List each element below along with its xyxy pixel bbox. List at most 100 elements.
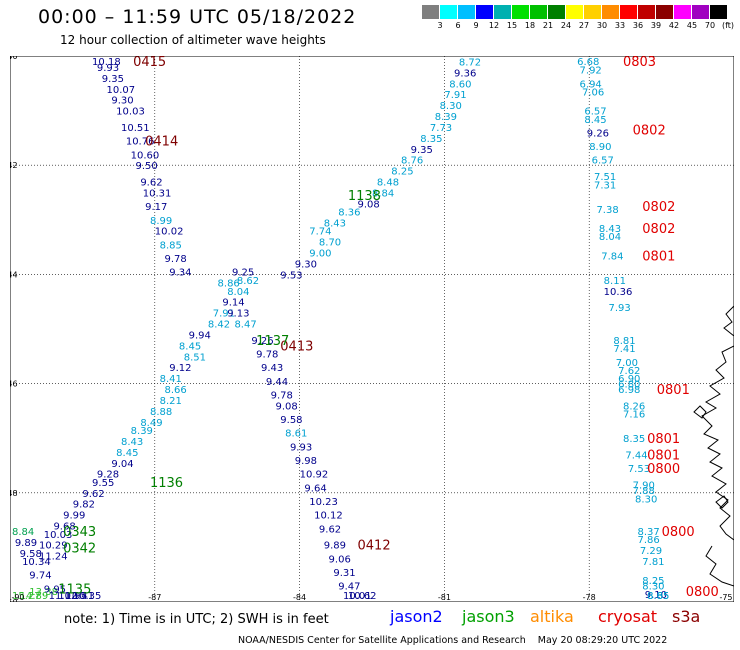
- wave-height-value: 9.26: [587, 128, 609, 139]
- wave-height-value: 8.36: [338, 208, 360, 219]
- latitude-tick-label: -44: [10, 270, 18, 279]
- wave-height-value: 8.25: [391, 167, 413, 178]
- wave-height-value: 7.90: [633, 481, 655, 492]
- colorbar-label: 39: [650, 21, 662, 30]
- wave-height-value: 7.38: [596, 205, 618, 216]
- wave-height-value: 9.62: [140, 178, 162, 189]
- colorbar-label: 21: [542, 21, 554, 30]
- wave-height-value: 10.41: [66, 591, 95, 602]
- wave-height-value: 6.80: [618, 380, 640, 391]
- wave-height-value: 10.92: [300, 470, 329, 481]
- wave-height-value: 13.38: [29, 587, 58, 598]
- wave-height-value: 8.43: [324, 219, 346, 230]
- wave-height-value: 10.62: [348, 591, 377, 602]
- wave-height-value: 8.39: [435, 112, 457, 123]
- wave-height-value: 8.62: [237, 276, 259, 287]
- page-title: 00:00 – 11:59 UTC 05/18/2022: [38, 6, 357, 28]
- colorbar-label: 30: [596, 21, 608, 30]
- wave-height-value: 9.30: [295, 259, 317, 270]
- pass-time-label: 0803: [623, 56, 656, 70]
- longitude-tick-label: -84: [293, 593, 306, 602]
- wave-height-value: 9.35: [102, 74, 124, 85]
- legend-cryosat: cryosat: [598, 607, 658, 626]
- wave-height-value: 8.90: [589, 142, 611, 153]
- wave-height-value: 9.47: [338, 582, 360, 593]
- wave-height-value: 8.30: [635, 494, 657, 505]
- wave-height-value: 8.47: [234, 320, 256, 331]
- colorbar-label: (ft): [721, 21, 735, 30]
- wave-height-value: 9.10: [645, 590, 667, 601]
- pass-time-label: 0415: [133, 56, 166, 70]
- wave-height-value: 7.62: [618, 366, 640, 377]
- pass-time-label: 0800: [647, 462, 680, 477]
- longitude-tick-label: -90: [11, 593, 24, 602]
- colorbar-label: 24: [560, 21, 572, 30]
- colorbar-swatch: [548, 5, 565, 19]
- wave-height-value: 7.06: [582, 87, 604, 98]
- wave-height-value: 9.43: [261, 363, 283, 374]
- legend-s3a: s3a: [672, 607, 701, 626]
- wave-height-value: 9.64: [304, 483, 326, 494]
- colorbar-label: 3: [437, 21, 443, 30]
- wave-height-value: 9.58: [280, 415, 302, 426]
- wave-height-value: 10.36: [604, 287, 633, 298]
- wave-height-value: 9.78: [271, 391, 293, 402]
- footer-credit: NOAA/NESDIS Center for Satellite Applica…: [238, 635, 668, 646]
- pass-time-label: 0801: [642, 249, 675, 264]
- wave-height-value: 8.25: [642, 576, 664, 587]
- wave-height-value: 9.95: [44, 584, 66, 595]
- wave-height-value: 9.26: [251, 336, 273, 347]
- pass-time-label: 1137: [256, 334, 289, 349]
- wave-height-value: 9.13: [227, 309, 249, 320]
- colorbar-swatch: [440, 5, 457, 19]
- wave-height-value: 9.78: [164, 254, 186, 265]
- wave-height-value: 10.95: [58, 591, 87, 602]
- wave-height-value: 9.55: [92, 478, 114, 489]
- wave-height-value: 10.23: [309, 497, 338, 508]
- wave-height-value: 9.89: [15, 538, 37, 549]
- wave-height-value: 9.53: [280, 270, 302, 281]
- wave-height-value: 8.70: [319, 238, 341, 249]
- wave-height-value: 6.90: [618, 374, 640, 385]
- wave-height-value: 8.43: [121, 437, 143, 448]
- wave-height-value: 11.24: [39, 552, 68, 563]
- wave-height-value: 8.72: [459, 57, 481, 68]
- wave-height-values: 10.189.939.3510.079.3010.0310.5110.7610.…: [12, 57, 669, 602]
- wave-height-value: 10.18: [92, 57, 121, 68]
- pass-time-label: 1135: [58, 582, 91, 597]
- wave-height-value: 7.51: [594, 172, 616, 183]
- latitude-tick-label: -42: [10, 161, 18, 170]
- wave-height-value: 8.84: [372, 189, 394, 200]
- wave-height-value: 10.07: [107, 85, 136, 96]
- page-subtitle: 12 hour collection of altimeter wave hei…: [60, 33, 326, 47]
- wave-height-value: 8.30: [642, 582, 664, 593]
- wave-height-value: 9.04: [111, 459, 133, 470]
- wave-height-value: 10.29: [39, 541, 68, 552]
- wave-height-value: 8.88: [150, 407, 172, 418]
- wave-height-value: 6.98: [618, 385, 640, 396]
- colorbar-label: 12: [488, 21, 500, 30]
- wave-height-value: 8.45: [179, 341, 201, 352]
- pass-time-label: 0343: [63, 525, 96, 540]
- colorbar-label: 15: [506, 21, 518, 30]
- wave-height-value: 8.43: [599, 224, 621, 235]
- wave-height-value: 9.12: [169, 363, 191, 374]
- colorbar-swatch: [620, 5, 637, 19]
- colorbar-swatch: [584, 5, 601, 19]
- wave-height-value: 10.60: [131, 150, 160, 161]
- pass-time-label: 0802: [642, 222, 675, 237]
- wave-height-value: 9.99: [63, 511, 85, 522]
- pass-time-label: 0801: [647, 432, 680, 447]
- wave-height-value: 8.60: [449, 79, 471, 90]
- pass-time-label: 1138: [348, 189, 381, 204]
- wave-height-value: 7.84: [601, 251, 623, 262]
- colorbar-label: 27: [578, 21, 590, 30]
- wave-height-value: 7.74: [309, 227, 331, 238]
- pass-time-label: 1136: [150, 476, 183, 491]
- wave-height-value: 8.39: [131, 426, 153, 437]
- wave-height-value: 14.89: [20, 591, 49, 602]
- legend-altika: altika: [530, 607, 574, 626]
- legend-jason3: jason3: [462, 607, 515, 626]
- wave-height-value: 7.86: [637, 535, 659, 546]
- wave-height-value: 7.31: [594, 180, 616, 191]
